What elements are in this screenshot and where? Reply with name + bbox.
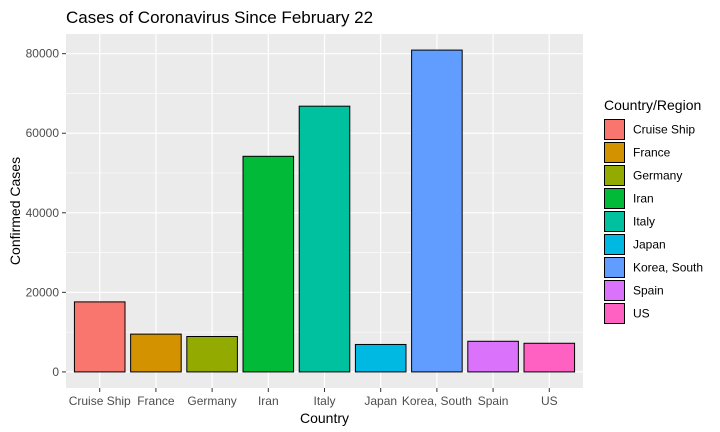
x-tick-label: Spain bbox=[478, 394, 509, 408]
bar-italy bbox=[298, 105, 351, 373]
y-tick-label: 20000 bbox=[26, 285, 60, 299]
legend-label: Iran bbox=[633, 192, 654, 206]
x-tick-label: Iran bbox=[258, 394, 279, 408]
bar-spain bbox=[467, 340, 519, 373]
legend-label: France bbox=[633, 146, 671, 160]
chart-title: Cases of Coronavirus Since February 22 bbox=[66, 8, 373, 27]
legend-swatch bbox=[604, 211, 625, 232]
legend-label: Cruise Ship bbox=[633, 123, 695, 137]
y-tick-label: 40000 bbox=[26, 206, 60, 220]
legend-label: Korea, South bbox=[633, 261, 703, 275]
legend: Country/Region Cruise Ship France Germany I… bbox=[604, 97, 703, 324]
legend-label: US bbox=[633, 307, 650, 321]
x-axis-title: Country bbox=[300, 410, 349, 426]
bar-cruise-ship bbox=[73, 301, 126, 373]
legend-title: Country/Region bbox=[604, 97, 701, 113]
legend-swatch bbox=[604, 280, 625, 301]
bar-iran bbox=[242, 155, 295, 373]
legend-swatch bbox=[604, 303, 625, 324]
y-tick-label: 60000 bbox=[26, 126, 60, 140]
legend-swatch bbox=[604, 119, 625, 140]
x-tick-label: US bbox=[541, 394, 558, 408]
y-tick-label: 80000 bbox=[26, 47, 60, 61]
bar-germany bbox=[186, 336, 238, 373]
x-axis-ticks: Cruise Ship France Germany Iran Italy Japan Ko… bbox=[69, 388, 558, 408]
legend-items: Cruise Ship France Germany Iran Italy Japan Ko… bbox=[604, 119, 703, 324]
bar-us bbox=[523, 342, 576, 373]
x-tick-label: Italy bbox=[313, 394, 335, 408]
bar-japan bbox=[354, 343, 407, 373]
legend-swatch bbox=[604, 257, 625, 278]
x-tick-label: Germany bbox=[187, 394, 236, 408]
x-tick-label: Korea, South bbox=[402, 394, 472, 408]
bars bbox=[73, 49, 576, 373]
y-axis-title: Confirmed Cases bbox=[7, 157, 23, 265]
bar-korea-south bbox=[411, 49, 463, 373]
x-tick-label: Cruise Ship bbox=[69, 394, 131, 408]
legend-swatch bbox=[604, 188, 625, 209]
legend-label: Italy bbox=[633, 215, 655, 229]
legend-swatch bbox=[604, 142, 625, 163]
legend-swatch bbox=[604, 165, 625, 186]
x-tick-label: France bbox=[137, 394, 175, 408]
legend-label: Germany bbox=[633, 169, 682, 183]
legend-swatch bbox=[604, 234, 625, 255]
legend-label: Spain bbox=[633, 284, 664, 298]
bar-france bbox=[130, 333, 182, 373]
legend-label: Japan bbox=[633, 238, 666, 252]
y-tick-label: 0 bbox=[52, 365, 59, 379]
y-axis-ticks: 0 20000 40000 60000 80000 bbox=[26, 47, 66, 379]
x-tick-label: Japan bbox=[364, 394, 397, 408]
